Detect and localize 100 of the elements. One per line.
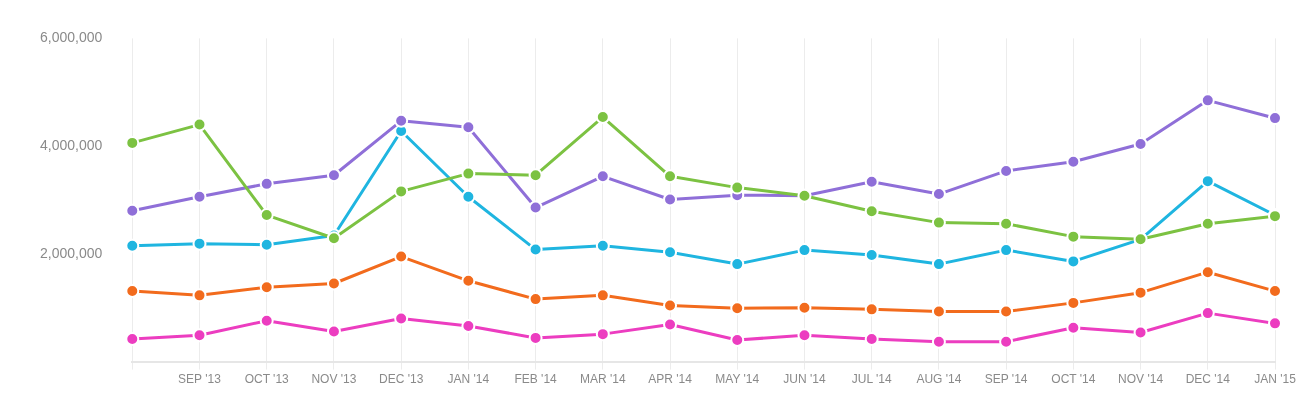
point <box>931 304 946 319</box>
point <box>259 313 274 328</box>
point <box>461 120 476 135</box>
point <box>864 174 879 189</box>
point <box>192 328 207 343</box>
point <box>326 324 341 339</box>
point <box>1066 254 1081 269</box>
x-tick-label: SEP '13 <box>178 372 222 387</box>
point <box>1066 320 1081 335</box>
point <box>999 243 1014 258</box>
point <box>931 187 946 202</box>
point <box>1066 295 1081 310</box>
point <box>528 168 543 183</box>
x-tick-label: OCT '14 <box>1051 372 1096 387</box>
point <box>259 208 274 223</box>
point <box>1200 306 1215 321</box>
point <box>528 330 543 345</box>
point <box>595 169 610 184</box>
x-tick-label: DEC '13 <box>379 372 424 387</box>
x-tick-label: AUG '14 <box>916 372 962 387</box>
x-tick-label: DEC '14 <box>1185 372 1231 387</box>
point <box>259 280 274 295</box>
x-tick-label: JAN '15 <box>1254 372 1297 387</box>
point <box>931 215 946 230</box>
point <box>125 331 140 346</box>
point <box>461 273 476 288</box>
point <box>326 168 341 183</box>
point <box>1133 325 1148 340</box>
x-tick-label: FEB '14 <box>514 372 558 387</box>
x-tick-label: NOV '13 <box>311 372 357 387</box>
point <box>528 242 543 257</box>
x-tick-label: APR '14 <box>648 372 693 387</box>
point <box>864 331 879 346</box>
point <box>1200 216 1215 231</box>
point <box>259 237 274 252</box>
point <box>192 236 207 251</box>
point <box>192 117 207 132</box>
y-tick-label: 2,000,000 <box>39 244 103 261</box>
point <box>394 113 409 128</box>
point <box>730 333 745 348</box>
point <box>663 298 678 313</box>
point <box>1200 174 1215 189</box>
point <box>864 204 879 219</box>
point <box>1133 285 1148 300</box>
x-tick-label: OCT '13 <box>244 372 290 387</box>
point <box>797 243 812 258</box>
point <box>1200 265 1215 280</box>
point <box>663 317 678 332</box>
point <box>461 189 476 204</box>
point <box>1268 316 1282 331</box>
point <box>125 203 140 218</box>
point <box>931 334 946 349</box>
point <box>461 166 476 181</box>
point <box>663 245 678 260</box>
point <box>730 301 745 316</box>
point <box>125 135 140 150</box>
point <box>730 180 745 195</box>
x-tick-label: JUN '14 <box>783 372 826 387</box>
point <box>999 163 1014 178</box>
x-tick-label: MAR '14 <box>579 372 626 387</box>
x-tick-label: JAN '14 <box>447 372 490 387</box>
point <box>797 328 812 343</box>
point <box>1066 154 1081 169</box>
point <box>663 192 678 207</box>
y-tick-label: 4,000,000 <box>39 136 103 153</box>
point <box>595 327 610 342</box>
point <box>125 284 140 299</box>
point <box>1066 229 1081 244</box>
point <box>1200 93 1215 108</box>
point <box>125 238 140 253</box>
point <box>394 184 409 199</box>
point <box>999 216 1014 231</box>
x-tick-label: NOV '14 <box>1118 372 1164 387</box>
point <box>1268 111 1282 126</box>
point <box>528 292 543 307</box>
point <box>192 189 207 204</box>
point <box>595 238 610 253</box>
point <box>999 304 1014 319</box>
point <box>394 249 409 264</box>
point <box>1268 284 1282 299</box>
point <box>663 169 678 184</box>
point <box>931 257 946 272</box>
point <box>730 257 745 272</box>
point <box>999 334 1014 349</box>
point <box>192 288 207 303</box>
x-tick-label: JUL '14 <box>851 372 892 387</box>
point <box>864 247 879 262</box>
point <box>461 319 476 334</box>
point <box>595 288 610 303</box>
point <box>528 200 543 215</box>
point <box>1133 136 1148 151</box>
point <box>797 300 812 315</box>
point <box>326 276 341 291</box>
point <box>259 176 274 191</box>
x-tick-label: MAY '14 <box>715 372 760 387</box>
y-tick-label: 6,000,000 <box>39 29 103 46</box>
point <box>864 302 879 317</box>
x-tick-label: SEP '14 <box>984 372 1028 387</box>
point <box>595 110 610 125</box>
point <box>394 311 409 326</box>
